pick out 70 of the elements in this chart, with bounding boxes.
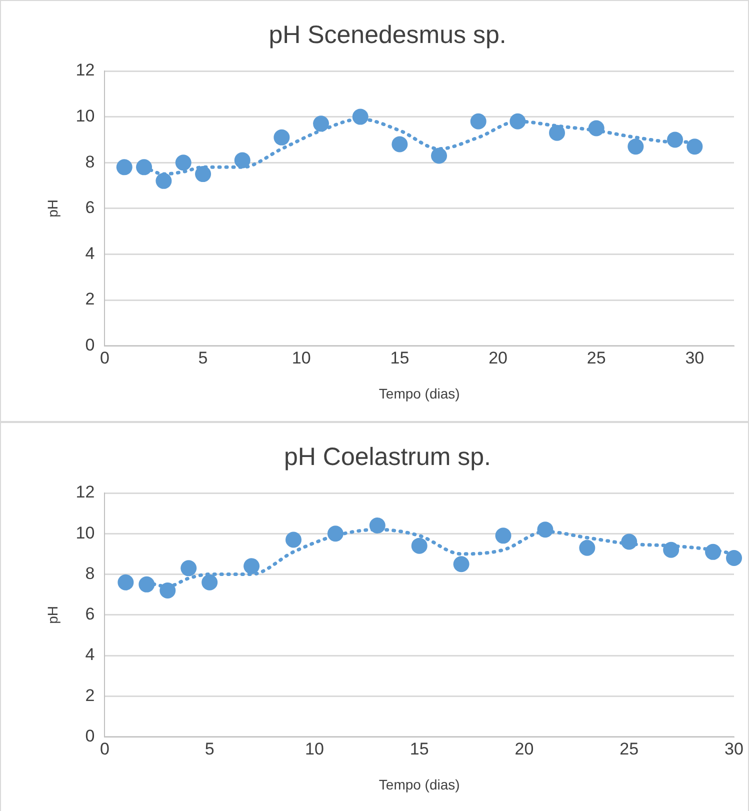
x-tick-label: 25 [620,740,639,759]
x-tick-label: 10 [305,740,324,759]
y-tick-label: 8 [85,564,95,583]
point [705,544,722,560]
point [510,113,526,130]
x-tick-label: 0 [100,348,110,368]
x-tick-label: 20 [514,740,534,759]
point [175,154,192,171]
y-tick-label: 6 [85,198,95,218]
x-tick-label: 25 [586,348,606,368]
x-axis-title: Tempo (dias) [378,385,460,402]
point [628,138,644,155]
point [579,540,596,556]
y-tick-label: 12 [76,60,95,80]
point [588,120,604,136]
point [160,582,176,599]
y-tick-label: 10 [76,523,95,542]
point [369,518,386,534]
chart-title: pH Coelastrum sp. [284,442,492,471]
x-tick-label: 30 [724,740,744,759]
point [667,132,684,148]
point [621,534,638,550]
point [537,522,554,538]
point [234,152,250,168]
y-tick-label: 2 [85,686,95,705]
y-tick-label: 2 [85,290,95,309]
y-axis-title: pH [44,199,60,218]
point [549,124,566,141]
point [686,138,703,155]
y-tick-label: 0 [85,726,95,746]
point [470,113,486,130]
x-tick-label: 0 [100,740,110,759]
point [431,148,448,164]
point [195,166,212,182]
point [313,116,330,132]
x-tick-label: 5 [204,740,214,759]
y-tick-label: 8 [85,152,95,172]
y-tick-label: 0 [85,335,95,354]
y-axis-title: pH [44,606,60,624]
point [327,526,344,542]
x-axis-title: Tempo (dias) [378,776,460,792]
point [202,574,218,590]
point [352,108,368,125]
point [392,136,408,152]
y-tick-label: 12 [76,482,95,502]
point [244,558,260,574]
x-tick-label: 15 [410,740,429,759]
point [116,159,132,176]
x-tick-label: 5 [198,348,208,368]
point [495,528,512,544]
point [136,159,152,176]
point [453,556,470,572]
x-tick-label: 15 [390,348,410,368]
y-tick-label: 4 [85,244,95,263]
x-tick-label: 30 [685,348,704,368]
point [180,560,197,576]
point [285,532,302,548]
point [118,574,134,590]
y-tick-label: 6 [85,604,95,624]
point [663,542,680,558]
point [411,538,428,554]
point [138,576,155,592]
point [726,550,742,566]
y-tick-label: 4 [85,645,95,664]
y-tick-label: 10 [76,106,95,126]
chart-title: pH Scenedesmus sp. [268,20,506,49]
point [156,172,172,189]
point [274,129,290,146]
x-tick-label: 20 [488,348,508,368]
x-tick-label: 10 [292,348,311,368]
